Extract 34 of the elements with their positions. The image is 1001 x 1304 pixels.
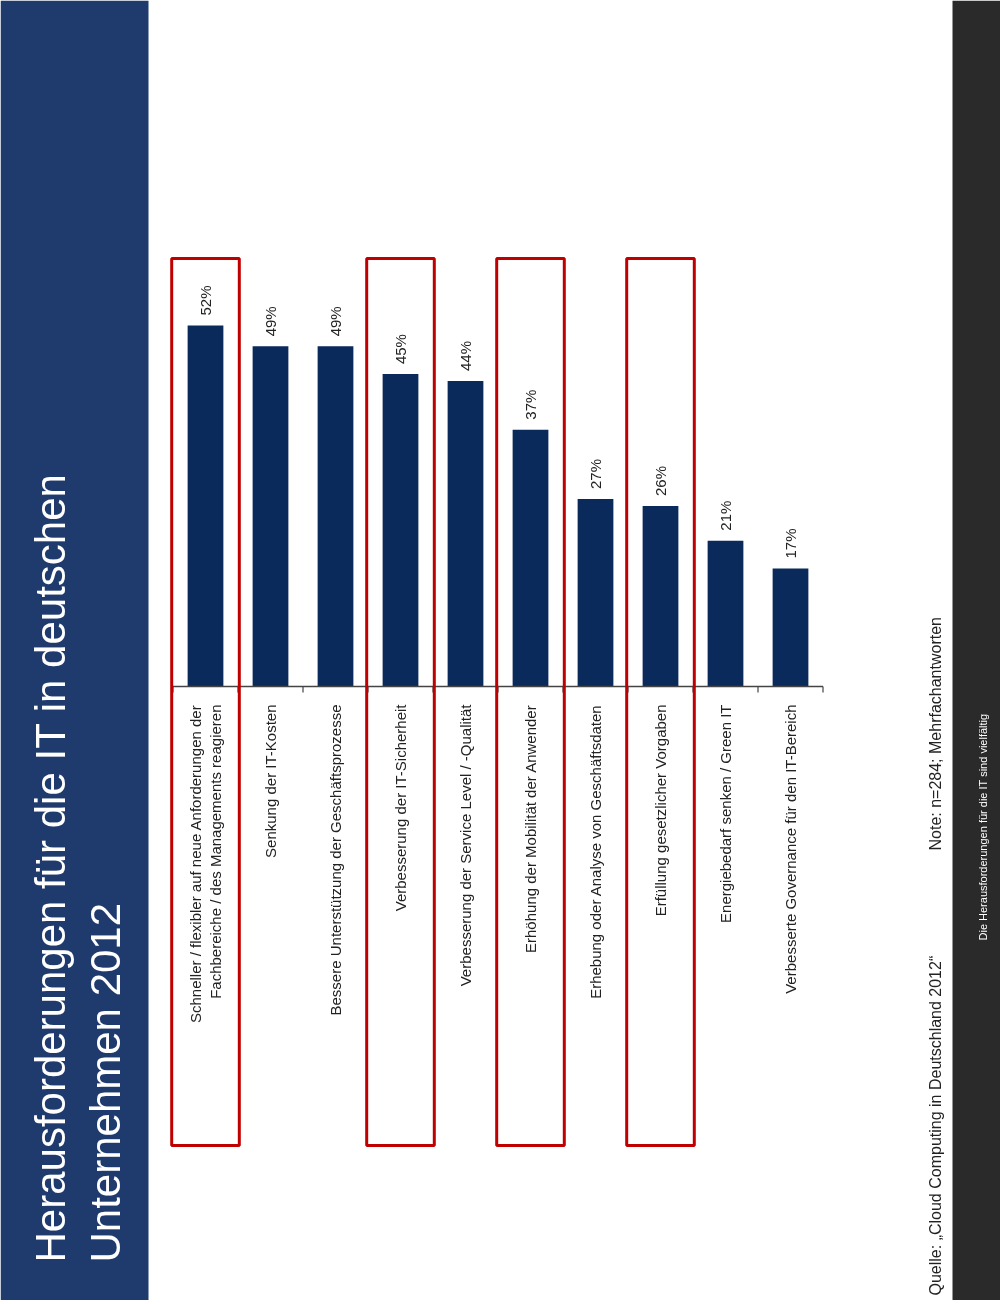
x-tick-label: Erhöhung der Mobilität der Anwender [522,705,539,953]
data-label: 37% [522,389,539,420]
bar [707,540,744,687]
x-tick-label: Senkung der IT-Kosten [262,704,279,858]
data-label: 21% [717,500,734,531]
text: Die Herausforderungen für die IT sind vielfältig [976,713,989,941]
bar [187,325,224,687]
x-tick-label: Erfüllung gesetzlicher Vorgaben [652,704,669,917]
bar [577,499,614,687]
text: Herausforderungen für die IT in deutschen Unternehmen 2012 [27,474,129,1263]
text: Note: n=284; Mehrfachantworten [927,617,944,851]
x-tick-label: Energiebedarf senken / Green IT [717,704,734,923]
source-note: Quelle: „Cloud Computing in Deutschland 2012“ [927,955,944,1296]
x-tick-label: Verbesserung der Service Level / -Qualität [457,703,474,987]
data-label: 17% [782,528,799,559]
data-label: 27% [587,459,604,490]
x-tick-label: Verbesserte Governance für den IT-Bereich [782,704,799,994]
bar [447,381,484,687]
x-tick-label: Erhebung oder Analyse von Geschäftsdaten [587,705,604,999]
data-label: 49% [262,306,279,337]
data-label: 52% [197,285,214,316]
data-label: 26% [652,465,669,496]
data-label: 44% [457,341,474,372]
data-label: 49% [327,306,344,337]
bar [252,346,289,687]
data-label: 45% [392,334,409,365]
x-tick-label: Schneller / flexibler auf neue Anforderungen der Fachbereiche / des Managements reagieren [187,704,224,1024]
bar [317,346,354,687]
x-tick-label: Bessere Unterstützung der Geschäftsprozesse [327,704,344,1016]
bar [772,568,809,687]
bar [382,374,419,687]
x-tick-label: Verbesserung der IT-Sicherheit [392,703,409,912]
bar [512,429,549,687]
bar [642,506,679,687]
